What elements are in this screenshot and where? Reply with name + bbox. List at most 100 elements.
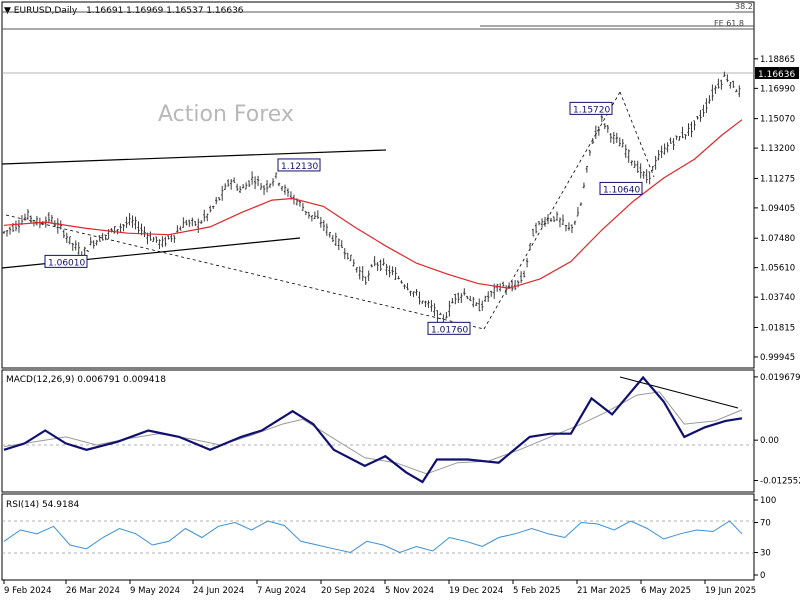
rsi-title: RSI(14) 54.9184 [6, 500, 79, 510]
candle [265, 180, 269, 193]
candle [672, 138, 675, 151]
candle [507, 282, 511, 288]
axis-tick-label: -0.012552 [760, 477, 800, 487]
axis-tick-label: 1.16990 [760, 84, 795, 94]
candle [319, 216, 323, 228]
candle [519, 271, 523, 284]
candle [454, 293, 457, 305]
candle [618, 137, 621, 147]
candle [358, 266, 361, 280]
candle [298, 200, 302, 207]
candle [603, 123, 607, 130]
candle [68, 236, 71, 245]
candle [582, 182, 586, 189]
axis-tick-label: 1.01815 [760, 323, 795, 333]
candle [406, 282, 409, 291]
candle [313, 211, 317, 220]
candle [460, 293, 463, 304]
candle [62, 229, 65, 239]
price-label-text: 1.01760 [431, 325, 468, 335]
candle [167, 235, 170, 240]
rsi-line [3, 520, 743, 554]
x-axis-tick-label: 9 May 2024 [130, 586, 180, 596]
candle [723, 71, 726, 77]
candle [158, 239, 161, 250]
candle [490, 290, 493, 297]
candle [451, 297, 454, 304]
candle [322, 220, 326, 232]
fib-38-2-label: 38.2 [735, 2, 753, 11]
candle [412, 291, 415, 298]
candle [259, 183, 263, 190]
candle [600, 114, 604, 123]
candle [666, 142, 669, 153]
candle [472, 296, 475, 308]
candle [457, 292, 460, 304]
candle [337, 238, 340, 251]
candle [304, 210, 308, 216]
axis-tick-label: 0.00 [760, 436, 779, 446]
candle [415, 289, 418, 296]
candle [200, 220, 203, 224]
candle [615, 132, 618, 144]
symbol-title: ▼ EURUSD,Daily 1.16691 1.16969 1.16537 1… [4, 6, 244, 16]
candle [534, 222, 538, 234]
candle [714, 85, 717, 94]
candle-series [2, 71, 741, 329]
candle [675, 135, 678, 140]
axis-tick-label: 1.15070 [760, 115, 795, 125]
candle [218, 197, 221, 201]
candle [510, 281, 514, 292]
candle [226, 179, 230, 187]
candle [277, 182, 281, 187]
candle [433, 303, 436, 317]
candle [206, 213, 209, 222]
candle [445, 311, 448, 319]
candle [543, 216, 547, 227]
candle [567, 222, 571, 231]
candle [466, 295, 469, 300]
candle [726, 74, 729, 83]
candle [690, 121, 693, 138]
candle [364, 276, 367, 285]
watermark: Action Forex [158, 102, 294, 127]
candle [478, 298, 481, 312]
candle [149, 231, 152, 241]
candle [385, 263, 388, 276]
candle [576, 206, 580, 217]
candle [561, 214, 565, 225]
axis-tick-label: 1.09405 [760, 204, 795, 214]
candle [352, 259, 355, 267]
candle [35, 215, 39, 226]
candle [86, 250, 89, 253]
candle [98, 235, 101, 242]
candle [573, 220, 577, 225]
candle [256, 175, 260, 186]
candle [397, 275, 400, 280]
candle [657, 149, 660, 161]
x-axis-tick-label: 5 Feb 2025 [513, 586, 561, 596]
candle [448, 300, 451, 317]
candle [388, 265, 391, 278]
price-label: 1.01760 [427, 321, 471, 335]
candle [173, 235, 176, 243]
candle [209, 205, 212, 213]
candle [119, 223, 122, 234]
candle [5, 230, 9, 237]
candle [702, 104, 705, 117]
axis-tick-label: 70 [760, 519, 771, 529]
candle [591, 137, 595, 144]
x-axis-tick-label: 21 Mar 2025 [577, 586, 631, 596]
axis-tick-label: 100 [760, 496, 776, 506]
candle [2, 231, 6, 234]
price-label-box [427, 321, 471, 335]
candle [513, 279, 517, 291]
candle [469, 295, 472, 302]
candle [418, 291, 421, 305]
price-label-box [277, 158, 321, 172]
candle [645, 169, 648, 184]
candle [104, 234, 107, 241]
candle [379, 259, 382, 271]
candle [310, 215, 314, 222]
